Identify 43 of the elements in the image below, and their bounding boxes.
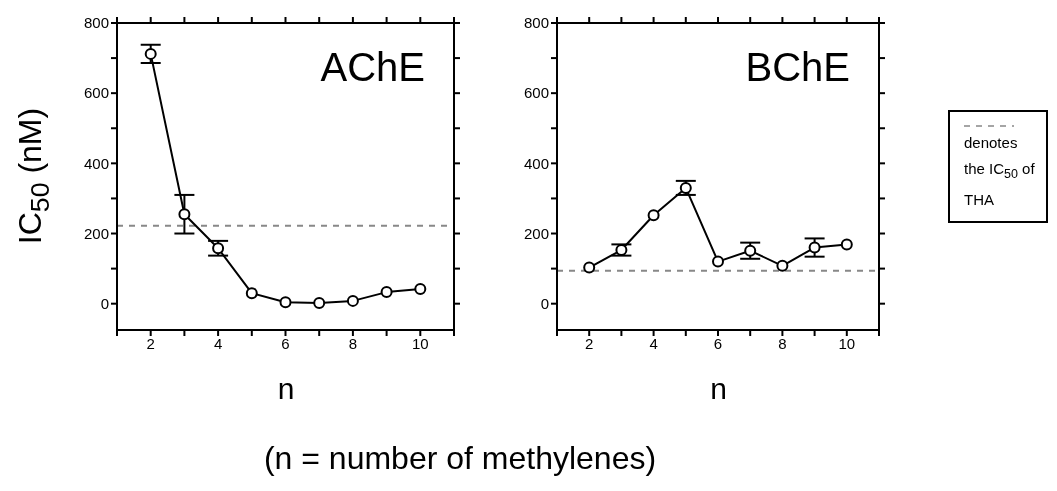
text: BChE: [744, 45, 850, 90]
point: [380, 286, 393, 299]
point: [178, 208, 191, 221]
point: [144, 47, 157, 60]
x-tick-label: 2: [146, 334, 155, 352]
point: [346, 294, 359, 307]
point: [679, 181, 692, 194]
x-tick-label: 10: [411, 334, 429, 352]
y-tick-label: 800: [83, 14, 109, 32]
point: [808, 241, 821, 254]
text: denotes the IC$_{50}$ of THA: [964, 134, 1035, 208]
point: [313, 296, 326, 309]
point: [840, 238, 853, 251]
point: [245, 287, 258, 300]
x-tick-label: 8: [348, 334, 358, 352]
x-tick-label: 6: [281, 334, 290, 352]
y-tick-label: 0: [540, 295, 549, 313]
point: [279, 296, 292, 309]
point: [583, 261, 596, 274]
x-tick-label: 4: [213, 334, 223, 352]
point: [414, 282, 427, 295]
point: [744, 244, 757, 257]
y-tick-label: 600: [83, 84, 109, 102]
x-tick-label: 4: [649, 334, 658, 352]
point: [647, 209, 660, 222]
y-tick-label: 400: [523, 154, 549, 172]
text: (n = number of methylenes): [262, 440, 658, 477]
x-tick-label: 2: [585, 334, 594, 352]
x-axis-title: n: [709, 372, 728, 406]
y-tick-label: 800: [523, 14, 549, 32]
y-tick-label: 200: [83, 224, 109, 242]
text: AChE: [319, 45, 425, 90]
point: [212, 242, 225, 255]
point: [776, 259, 789, 272]
y-tick-label: 200: [523, 224, 549, 242]
y-tick-label: 0: [100, 295, 109, 313]
x-tick-label: 8: [778, 334, 787, 352]
x-axis-title: n: [276, 372, 296, 406]
y-tick-label: 400: [83, 154, 109, 172]
y-tick-label: 600: [523, 84, 549, 102]
point: [712, 255, 724, 268]
x-tick-label: 6: [713, 334, 723, 352]
x-tick-label: 10: [838, 334, 856, 352]
